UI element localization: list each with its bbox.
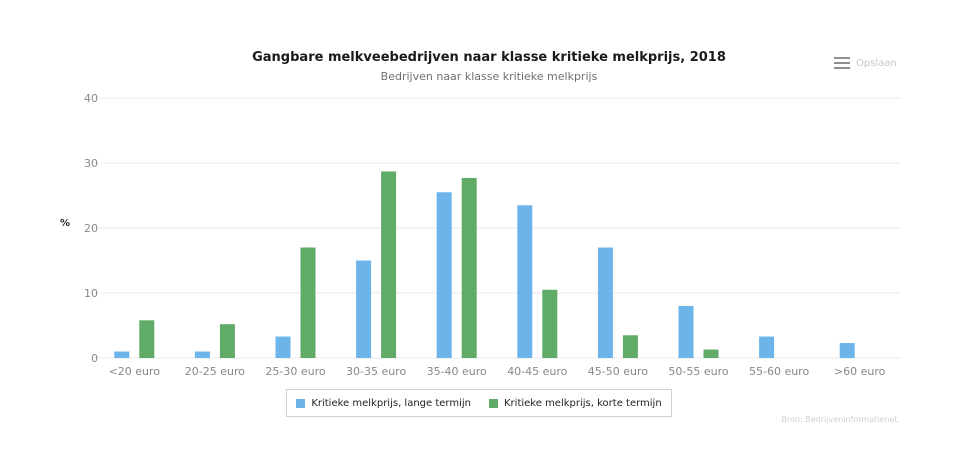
bar-lange-2[interactable] xyxy=(275,336,291,358)
source-credit: Bron: Bedrijveninformatienet. xyxy=(781,415,900,424)
bar-lange-3[interactable] xyxy=(356,260,372,359)
legend-label-lange: Kritieke melkprijs, lange termijn xyxy=(311,397,471,409)
x-tick-label: 30-35 euro xyxy=(346,365,406,378)
hamburger-menu-icon xyxy=(834,57,850,69)
chart-subtitle: Bedrijven naar klasse kritieke melkprijs xyxy=(380,70,598,83)
bar-korte-7[interactable] xyxy=(703,349,719,358)
y-axis-label: % xyxy=(60,218,71,229)
x-tick-label: 20-25 euro xyxy=(185,365,245,378)
y-tick-label: 0 xyxy=(91,352,98,365)
bar-lange-8[interactable] xyxy=(759,336,775,358)
bar-korte-0[interactable] xyxy=(139,320,155,358)
export-menu-button[interactable]: Opslaan xyxy=(834,57,897,69)
y-tick-label: 30 xyxy=(84,157,98,170)
x-tick-label: <20 euro xyxy=(109,365,161,378)
legend-swatch-korte xyxy=(489,398,498,408)
bar-korte-5[interactable] xyxy=(542,289,558,358)
x-tick-labels: <20 euro 20-25 euro 25-30 euro 30-35 euro 35… xyxy=(109,365,886,378)
x-tick-label: 35-40 euro xyxy=(427,365,487,378)
x-tick-label: >60 euro xyxy=(834,365,886,378)
x-tick-label: 25-30 euro xyxy=(265,365,325,378)
legend-swatch-lange xyxy=(296,398,306,408)
gridlines xyxy=(94,97,900,359)
export-menu-label: Opslaan xyxy=(856,57,897,69)
x-tick-label: 50-55 euro xyxy=(668,365,728,378)
bar-lange-9[interactable] xyxy=(839,343,855,358)
x-tick-label: 55-60 euro xyxy=(749,365,809,378)
legend-label-korte: Kritieke melkprijs, korte termijn xyxy=(504,397,662,409)
bar-korte-6[interactable] xyxy=(622,335,638,358)
bar-lange-1[interactable] xyxy=(194,351,210,359)
bar-korte-4[interactable] xyxy=(461,177,477,358)
y-tick-labels: 0 10 20 30 40 xyxy=(84,92,98,365)
bar-lange-7[interactable] xyxy=(678,306,694,358)
bar-lange-6[interactable] xyxy=(597,247,613,359)
legend-item-korte-termijn[interactable]: Kritieke melkprijs, korte termijn xyxy=(489,398,662,409)
y-tick-label: 10 xyxy=(84,287,98,300)
bar-lange-0[interactable] xyxy=(114,351,130,359)
chart-legend: Kritieke melkprijs, lange termijn Kritie… xyxy=(286,389,672,417)
legend-item-lange-termijn[interactable]: Kritieke melkprijs, lange termijn xyxy=(296,398,471,409)
chart-title: Gangbare melkveebedrijven naar klasse kr… xyxy=(252,50,726,65)
bar-korte-2[interactable] xyxy=(300,247,316,359)
bars xyxy=(114,171,855,359)
bar-korte-1[interactable] xyxy=(219,324,235,358)
bar-lange-4[interactable] xyxy=(436,192,452,358)
x-tick-label: 45-50 euro xyxy=(588,365,648,378)
bar-lange-5[interactable] xyxy=(517,205,533,358)
y-tick-label: 20 xyxy=(84,222,98,235)
y-tick-label: 40 xyxy=(84,92,98,105)
x-tick-label: 40-45 euro xyxy=(507,365,567,378)
bar-korte-3[interactable] xyxy=(381,171,397,358)
